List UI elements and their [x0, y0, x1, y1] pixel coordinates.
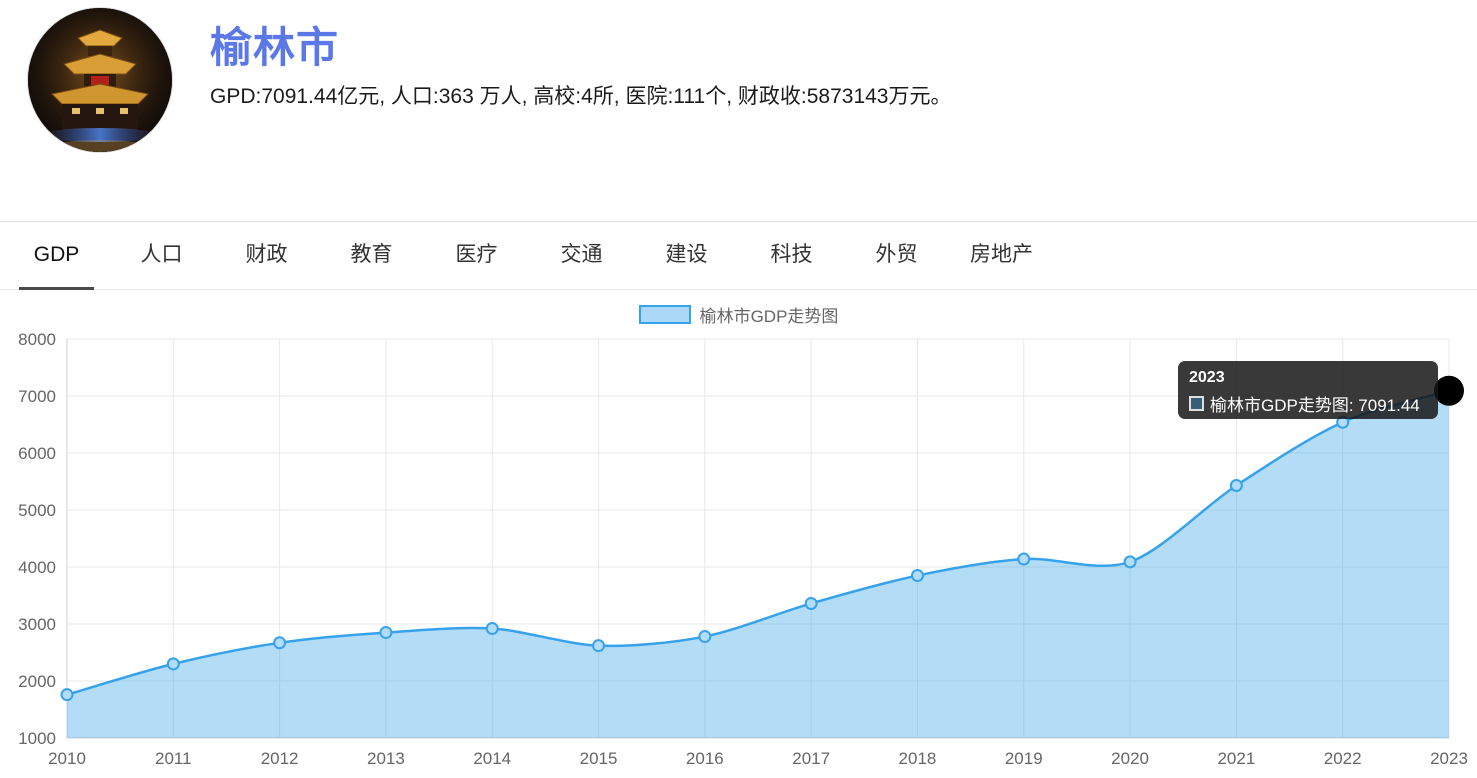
tab-财政[interactable]: 财政	[245, 243, 288, 266]
data-point-2021[interactable]	[1229, 478, 1243, 492]
x-axis-label: 2018	[899, 749, 937, 768]
tab-交通[interactable]: 交通	[560, 243, 603, 266]
y-axis-label: 3000	[18, 615, 56, 634]
chart-tooltip: 2023 榆林市GDP走势图: 7091.44	[1178, 361, 1438, 419]
page-title: 榆林市	[210, 24, 340, 71]
tab-教育[interactable]: 教育	[350, 243, 393, 266]
x-axis-label: 2019	[1005, 749, 1043, 768]
gdp-area-fill	[67, 390, 1449, 738]
data-point-2017[interactable]	[804, 596, 818, 610]
y-axis-label: 8000	[18, 330, 56, 349]
x-axis-label: 2021	[1217, 749, 1255, 768]
x-axis-label: 2013	[367, 749, 405, 768]
city-avatar-image	[27, 7, 173, 153]
x-axis-label: 2022	[1324, 749, 1362, 768]
data-point-2010[interactable]	[60, 688, 74, 702]
city-tower-night-photo-icon	[28, 8, 172, 152]
data-point-2013[interactable]	[379, 626, 393, 640]
y-axis-label: 5000	[18, 501, 56, 520]
gdp-chart-canvas[interactable]: 1000 2000 3000 4000 5000 6000 7000 8000 2010 2011…	[0, 326, 1477, 778]
x-axis-label: 2015	[580, 749, 618, 768]
y-axis-label: 6000	[18, 444, 56, 463]
tab-外贸[interactable]: 外贸	[875, 243, 918, 266]
tab-GDP[interactable]: GDP	[4, 222, 109, 290]
y-axis-label: 7000	[18, 387, 56, 406]
y-axis-label: 4000	[18, 558, 56, 577]
tooltip-color-swatch	[1189, 396, 1204, 411]
tab-bar: GDP 人口 财政 教育 医疗 交通 建设 科技 外贸 房地产	[0, 221, 1477, 290]
data-point-2015[interactable]	[592, 639, 606, 653]
x-axis-label: 2010	[48, 749, 86, 768]
x-axis-label: 2020	[1111, 749, 1149, 768]
data-point-2020[interactable]	[1123, 555, 1137, 569]
city-header: 榆林市 GPD:7091.44亿元, 人口:363 万人, 高校:4所, 医院:…	[0, 0, 1477, 220]
active-data-point[interactable]	[1434, 375, 1464, 406]
tab-建设[interactable]: 建设	[665, 243, 708, 266]
tab-人口[interactable]: 人口	[140, 243, 183, 266]
data-point-2019[interactable]	[1017, 552, 1031, 566]
tab-科技[interactable]: 科技	[770, 243, 813, 266]
tab-房地产[interactable]: 房地产	[970, 243, 1033, 266]
tooltip-value-text: 榆林市GDP走势图: 7091.44	[1210, 396, 1420, 415]
chart-legend[interactable]: 榆林市GDP走势图	[0, 302, 1477, 327]
tab-医疗[interactable]: 医疗	[455, 243, 498, 266]
data-point-2011[interactable]	[166, 657, 180, 671]
x-axis-label: 2014	[473, 749, 511, 768]
legend-label: 榆林市GDP走势图	[699, 307, 839, 326]
y-axis-label: 1000	[18, 729, 56, 748]
legend-color-swatch	[638, 305, 691, 324]
data-point-2012[interactable]	[273, 636, 287, 650]
tooltip-title: 2023	[1189, 369, 1225, 386]
x-axis-label: 2017	[792, 749, 830, 768]
data-point-2016[interactable]	[698, 630, 712, 644]
city-summary-text: GPD:7091.44亿元, 人口:363 万人, 高校:4所, 医院:111个…	[210, 85, 952, 108]
x-axis-label: 2011	[155, 749, 192, 768]
data-point-2018[interactable]	[910, 569, 924, 583]
y-axis-label: 2000	[18, 672, 56, 691]
data-point-2014[interactable]	[485, 622, 499, 636]
x-axis-label: 2012	[261, 749, 299, 768]
x-axis-label: 2023	[1430, 749, 1468, 768]
x-axis-label: 2016	[686, 749, 724, 768]
